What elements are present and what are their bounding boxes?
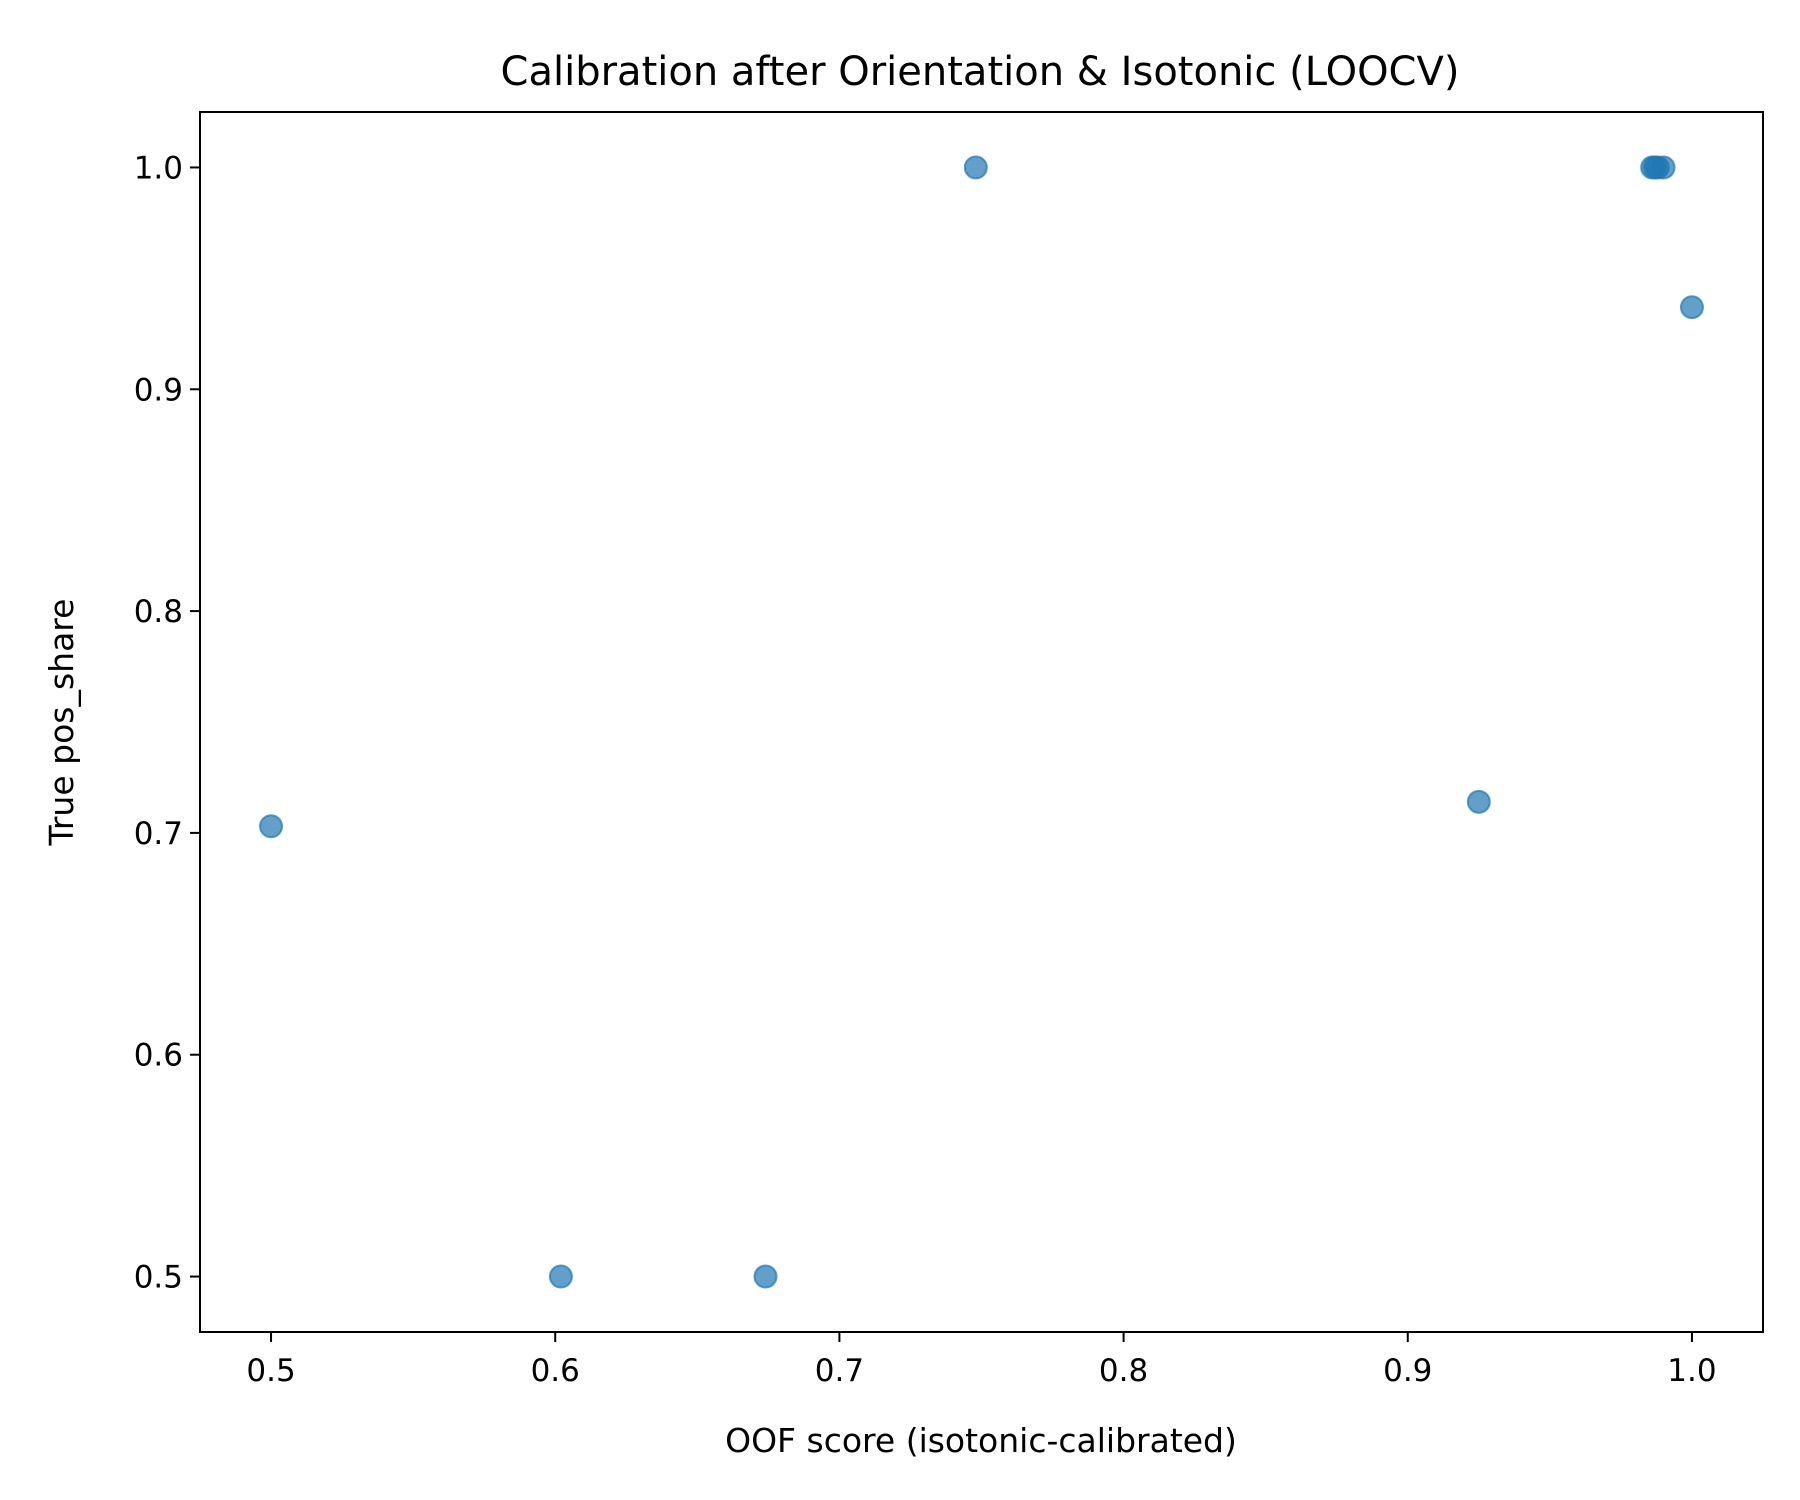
plot-area-frame — [199, 111, 1764, 1333]
y-tick-label: 0.7 — [134, 816, 183, 852]
y-tick-label: 0.8 — [134, 594, 183, 630]
chart-title: Calibration after Orientation & Isotonic… — [501, 49, 1460, 95]
x-tick-label: 1.0 — [1667, 1353, 1716, 1389]
y-tick-label: 0.9 — [134, 372, 183, 408]
x-axis-ticks: 0.5 0.6 0.7 0.8 0.9 1.0 — [246, 1332, 1717, 1389]
x-axis-label: OOF score (isotonic-calibrated) — [725, 1421, 1237, 1460]
data-point — [548, 1264, 573, 1289]
x-tick-label: 0.8 — [1099, 1353, 1148, 1389]
y-axis-label: True pos_share — [42, 599, 81, 847]
y-tick-label: 0.5 — [134, 1260, 183, 1296]
x-tick-label: 0.9 — [1383, 1353, 1432, 1389]
x-tick-label: 0.5 — [246, 1353, 295, 1389]
data-point — [753, 1264, 778, 1289]
y-tick-label: 1.0 — [134, 150, 183, 186]
data-points — [259, 155, 1704, 1289]
data-point — [1679, 295, 1704, 320]
x-tick-label: 0.7 — [815, 1353, 864, 1389]
data-point — [259, 814, 284, 839]
data-point — [1651, 155, 1676, 180]
y-axis-ticks: 0.5 0.6 0.7 0.8 0.9 1.0 — [134, 150, 200, 1296]
y-tick-label: 0.6 — [134, 1038, 183, 1074]
data-point — [963, 155, 988, 180]
x-tick-label: 0.6 — [531, 1353, 580, 1389]
data-point — [1466, 789, 1491, 814]
